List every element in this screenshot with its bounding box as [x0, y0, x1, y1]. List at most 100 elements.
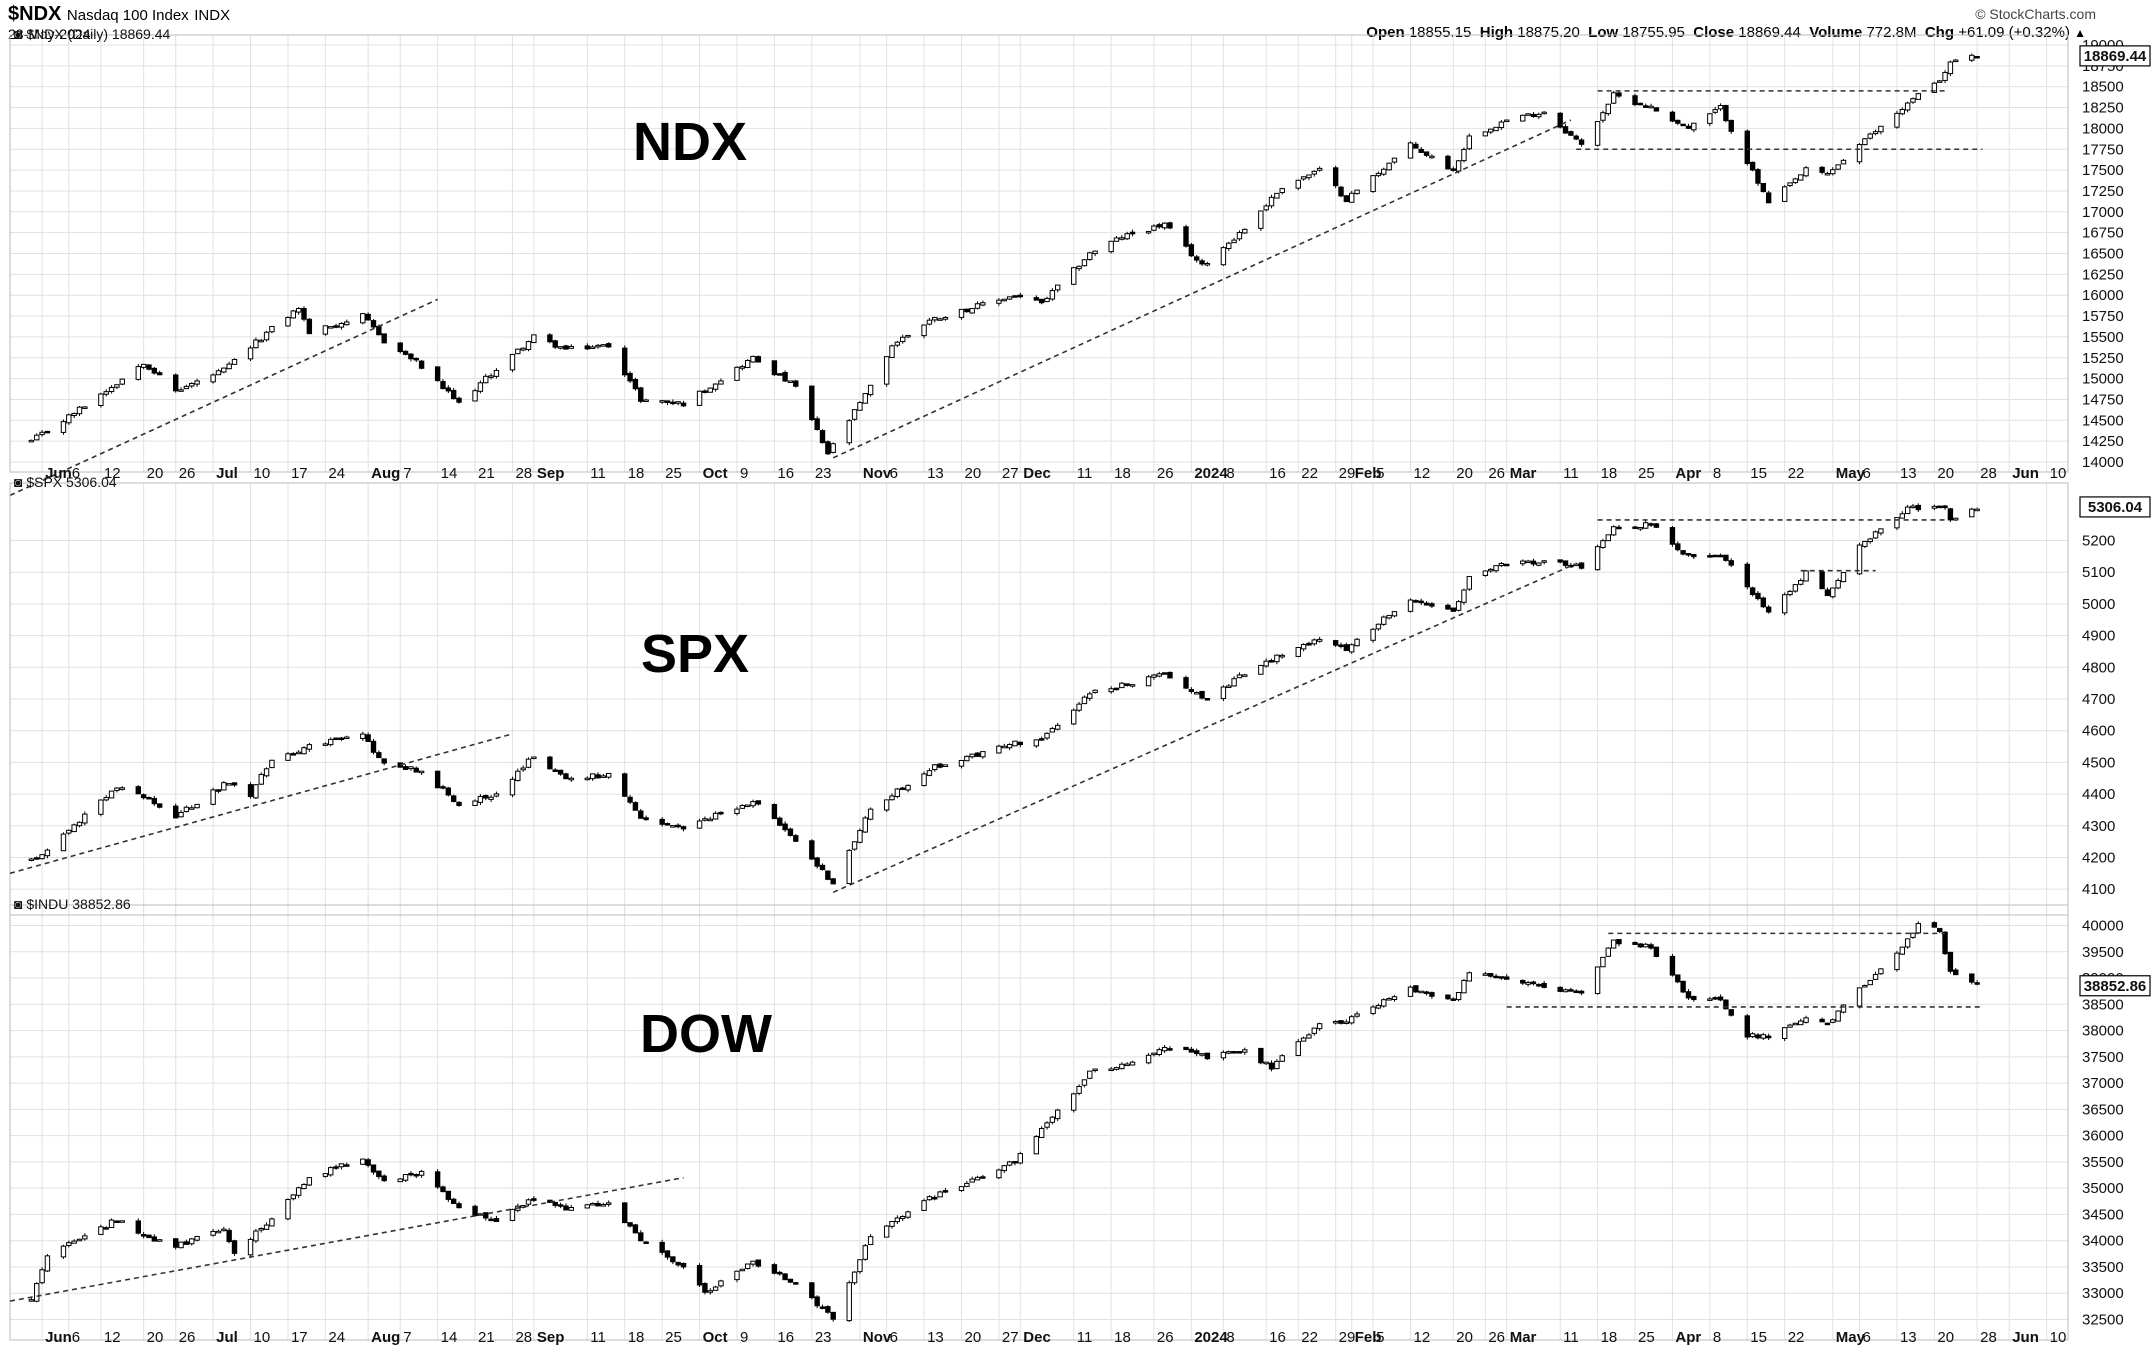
candle: [456, 1203, 462, 1209]
open-value: 18855.15: [1408, 24, 1472, 41]
up-triangle-icon: ▲: [2074, 26, 2086, 40]
candle: [156, 1239, 163, 1242]
y-tick-label: 33500: [2082, 1259, 2124, 1276]
candle: [702, 818, 708, 821]
candle: [1429, 155, 1435, 159]
candle: [221, 367, 227, 373]
candle: [189, 807, 195, 810]
candle: [1092, 250, 1098, 255]
candle: [520, 347, 526, 351]
candle: [1236, 1051, 1243, 1054]
overlay-label: SPX: [641, 624, 749, 684]
y-tick-label: 17250: [2082, 183, 2124, 200]
candle: [1370, 628, 1376, 641]
candle: [472, 390, 478, 402]
candle: [231, 782, 238, 786]
candle: [434, 1171, 441, 1188]
candle: [418, 1170, 425, 1176]
candle: [793, 1282, 799, 1285]
candle: [1643, 943, 1649, 948]
x-tick-label: 26: [179, 465, 196, 482]
candle: [584, 1204, 591, 1209]
candle: [589, 773, 596, 780]
last-value-label: 5306.04: [2088, 499, 2143, 516]
panel-frame: [9, 904, 2069, 1341]
chart-date: 28-May-2024: [8, 26, 91, 42]
candle: [1947, 61, 1954, 75]
candle: [178, 811, 184, 818]
candle: [1969, 508, 1975, 518]
credit-link[interactable]: © StockCharts.com: [1975, 6, 2096, 22]
candle: [782, 372, 788, 382]
candle: [1894, 952, 1900, 971]
y-tick-label: 38000: [2082, 1023, 2124, 1040]
candle: [1391, 996, 1398, 1001]
candle: [937, 1191, 943, 1198]
candle: [408, 353, 414, 360]
candle: [1878, 528, 1884, 534]
candle: [98, 799, 104, 815]
candle: [1386, 614, 1392, 619]
candle: [659, 1241, 665, 1253]
candle: [1044, 297, 1050, 303]
candle: [376, 752, 382, 759]
candle: [1193, 692, 1200, 695]
candle: [370, 1164, 377, 1173]
x-tick-label: 6: [1863, 1329, 1871, 1346]
candle: [1760, 182, 1767, 193]
candle: [183, 1241, 190, 1245]
chg-label: Chg: [1924, 24, 1955, 41]
x-tick-label: 20: [1456, 465, 1473, 482]
candle: [525, 341, 532, 351]
candle: [1504, 563, 1510, 567]
candle: [1113, 1067, 1120, 1070]
candle: [643, 1241, 649, 1245]
candle: [1680, 980, 1686, 993]
candle: [440, 1186, 446, 1193]
x-tick-label: 26: [1488, 1329, 1505, 1346]
candle: [857, 402, 863, 411]
candle: [44, 1255, 51, 1272]
y-tick-label: 15750: [2082, 308, 2124, 325]
x-tick-label: 29: [1339, 1329, 1356, 1346]
candle: [76, 406, 83, 415]
x-tick-label: 7: [403, 465, 411, 482]
candle: [493, 793, 500, 797]
candle: [194, 1235, 200, 1241]
candle: [189, 1238, 195, 1245]
candle: [857, 1259, 863, 1273]
overlay-label: NDX: [633, 112, 747, 172]
candle: [1204, 263, 1211, 266]
candle: [937, 318, 943, 321]
candle: [1274, 654, 1280, 663]
candle: [1413, 143, 1419, 149]
candle: [285, 753, 291, 761]
candle: [1675, 543, 1681, 551]
gridlines: [10, 35, 2068, 1340]
candle: [739, 805, 746, 809]
x-tick-label: 22: [1788, 465, 1805, 482]
candle: [889, 795, 895, 801]
x-tick-label: 25: [1638, 1329, 1655, 1346]
x-tick-label: Dec: [1023, 1329, 1051, 1346]
candle: [1113, 687, 1120, 691]
candle: [1653, 523, 1660, 528]
candle: [1049, 728, 1056, 733]
candle: [755, 356, 762, 363]
candle: [1274, 192, 1280, 199]
candle: [1493, 565, 1499, 572]
candle: [1332, 167, 1339, 187]
candle: [183, 806, 190, 813]
candle: [1856, 544, 1863, 575]
candle: [1076, 265, 1082, 270]
candle: [563, 345, 569, 350]
candle: [1038, 1128, 1045, 1138]
candle: [595, 774, 601, 779]
candle: [777, 373, 783, 376]
candle: [253, 1230, 259, 1242]
candle: [1375, 1005, 1382, 1009]
x-tick-label: Apr: [1675, 465, 1701, 482]
candle: [344, 321, 350, 326]
candle: [1236, 231, 1243, 240]
candle: [520, 767, 526, 771]
